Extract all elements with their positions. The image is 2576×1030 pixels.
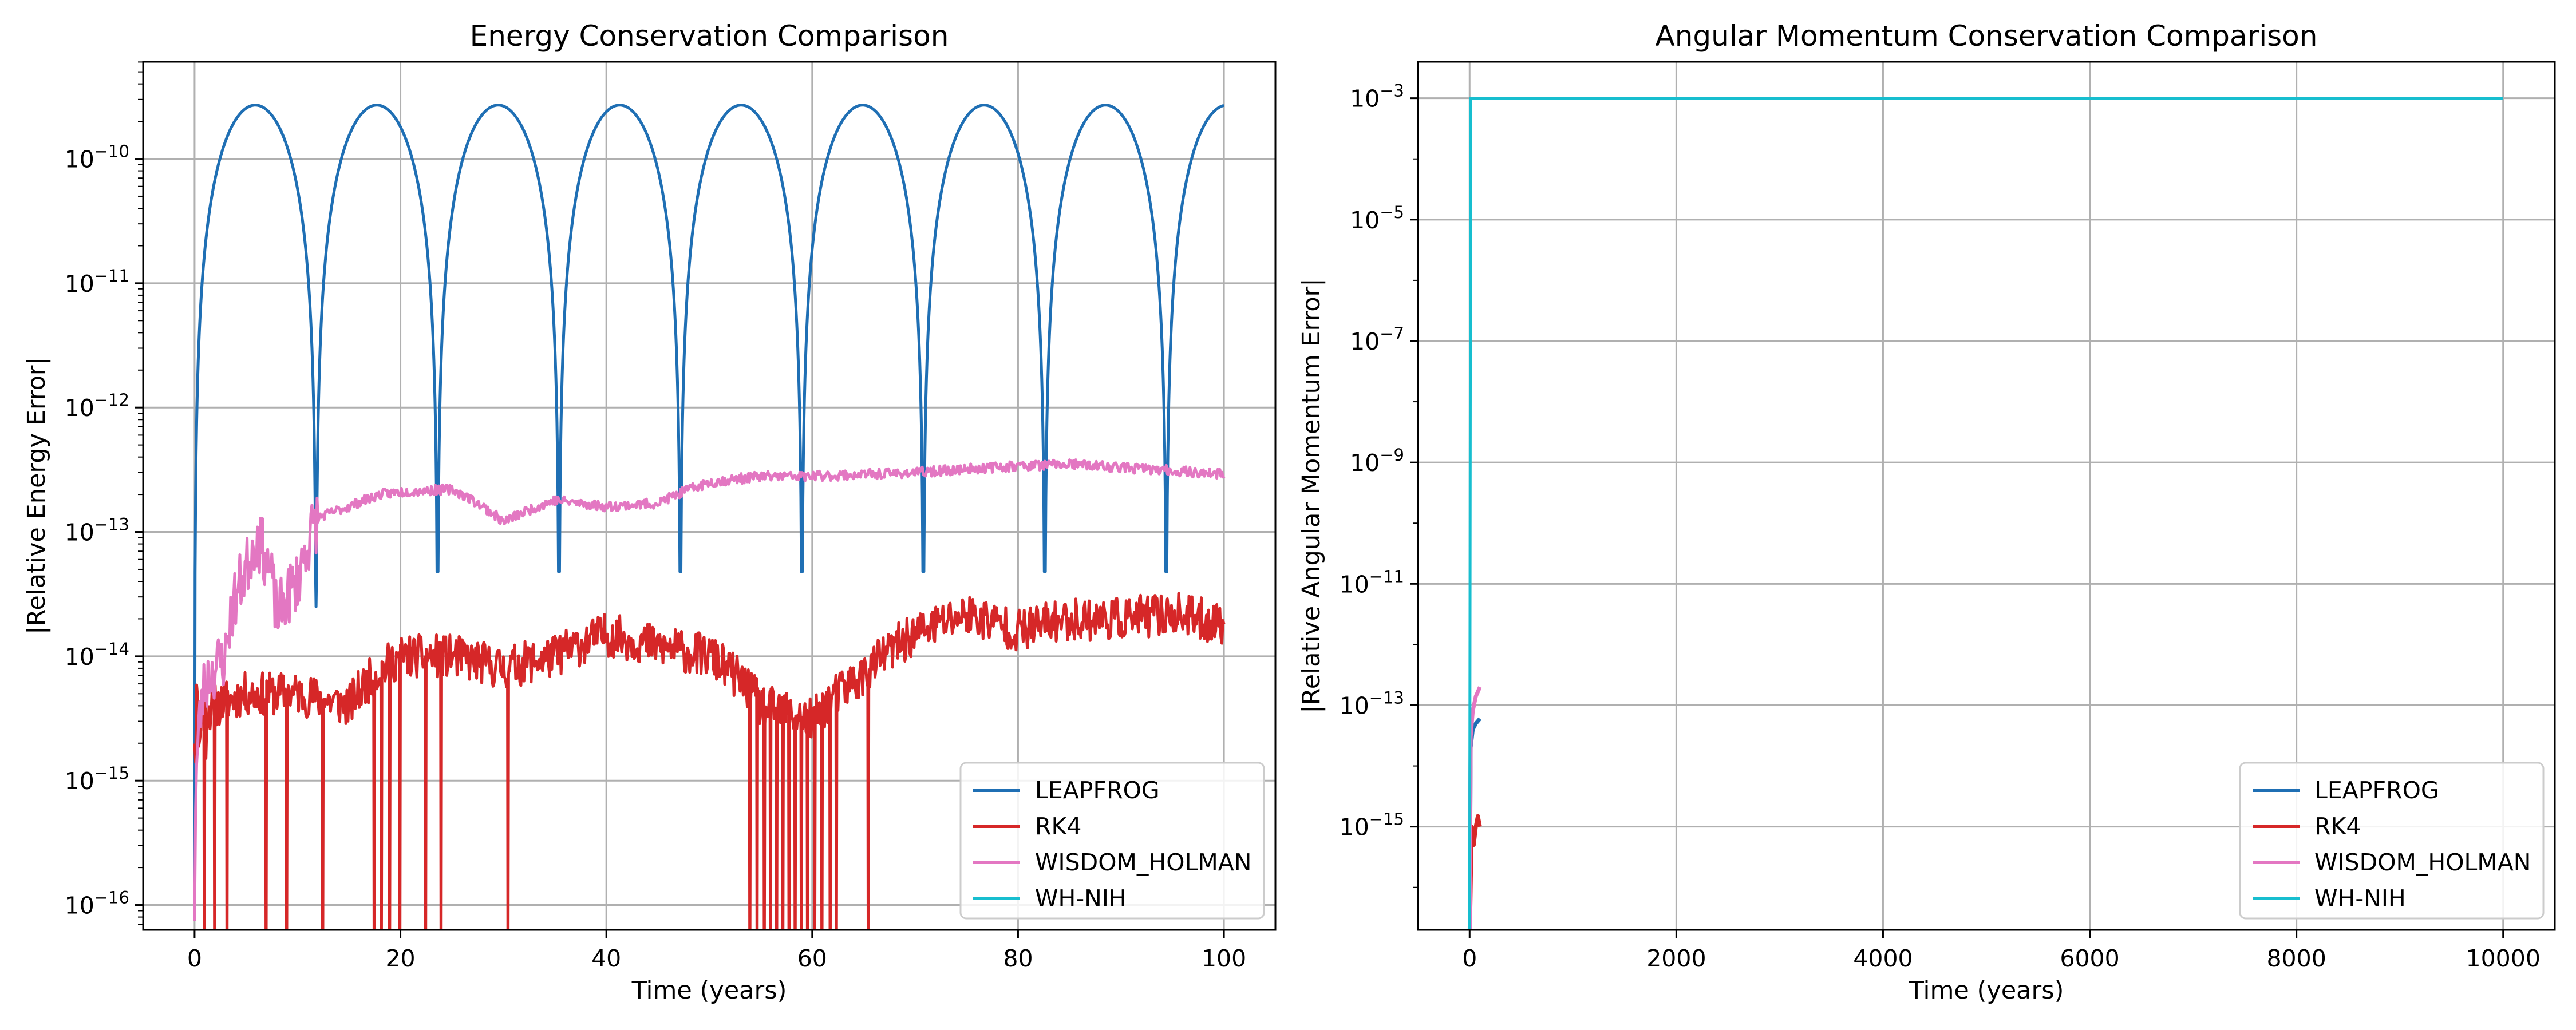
y-tick-label: 10−11 — [1340, 566, 1404, 598]
axes-frame — [142, 61, 1277, 931]
legend-label: WH-NIH — [2314, 885, 2406, 912]
legend-label: RK4 — [2314, 813, 2361, 840]
series-line-rk4 — [193, 592, 1226, 930]
x-axis-label: Time (years) — [631, 976, 787, 1005]
angular-momentum-conservation-chart: 0 2000 4000 6000 8000 1000010−1510−1310−1110−… — [1297, 19, 2556, 1005]
y-axis-ticks: 10−16 10−15 10−14 10−13 10−12 10−11 10−10 — [65, 142, 143, 920]
x-tick-label: 60 — [797, 945, 827, 972]
x-axis-label: Time (years) — [1909, 976, 2064, 1005]
x-tick-label: 0 — [1462, 945, 1477, 972]
x-tick-label: 100 — [1202, 945, 1246, 972]
x-axis-ticks: 0 2000 4000 6000 8000 10000 — [1462, 930, 2541, 972]
x-tick-label: 4000 — [1853, 945, 1913, 972]
y-axis-label: |Relative Angular Momentum Error| — [1297, 278, 1326, 713]
y-tick-label: 10−14 — [65, 639, 129, 671]
y-tick-label: 10−7 — [1350, 324, 1404, 355]
x-tick-label: 0 — [187, 945, 202, 972]
series-line-wisdom_holman — [193, 458, 1226, 921]
legend-label: WH-NIH — [1035, 885, 1127, 912]
legend-label: RK4 — [1035, 813, 1081, 840]
x-tick-label: 80 — [1003, 945, 1033, 972]
series-lines — [193, 104, 1226, 930]
series-lines — [1467, 97, 2503, 930]
y-tick-label: 10−5 — [1350, 203, 1404, 234]
legend-label: WISDOM_HOLMAN — [1035, 849, 1251, 876]
legend: LEAPFROG RK4 WISDOM_HOLMAN WH-NIH — [959, 762, 1265, 920]
legend-label: WISDOM_HOLMAN — [2314, 849, 2531, 876]
x-tick-label: 20 — [385, 945, 415, 972]
series-line-leapfrog — [193, 104, 1225, 905]
legend-box — [2239, 762, 2545, 920]
y-tick-label: 10−13 — [1340, 688, 1404, 719]
legend-box — [959, 762, 1265, 920]
y-tick-label: 10−15 — [1340, 810, 1404, 841]
grid-lines — [143, 62, 1275, 930]
y-tick-label: 10−15 — [65, 763, 129, 795]
chart-title: Angular Momentum Conservation Comparison — [1656, 19, 2318, 53]
legend-label: LEAPFROG — [2314, 777, 2439, 804]
y-tick-label: 10−13 — [65, 515, 129, 546]
x-tick-label: 40 — [591, 945, 621, 972]
y-tick-label: 10−11 — [65, 266, 129, 298]
energy-conservation-chart: 0 20 40 60 80 10010−1610−1510−1410−1310−1210−… — [22, 19, 1277, 1005]
y-tick-label: 10−3 — [1350, 81, 1404, 113]
y-tick-label: 10−10 — [65, 142, 129, 173]
legend: LEAPFROG RK4 WISDOM_HOLMAN WH-NIH — [2239, 762, 2545, 920]
y-axis-ticks: 10−15 10−13 10−11 10−9 10−7 10−5 10−3 — [1340, 81, 1418, 841]
x-tick-label: 10000 — [2466, 945, 2541, 972]
x-tick-label: 2000 — [1646, 945, 1706, 972]
chart-title: Energy Conservation Comparison — [470, 19, 949, 53]
x-axis-ticks: 0 20 40 60 80 100 — [187, 930, 1246, 972]
x-tick-label: 8000 — [2266, 945, 2326, 972]
axes-frame — [1417, 61, 2556, 931]
series-line-wh-nih — [1468, 97, 2503, 930]
y-tick-label: 10−12 — [65, 390, 129, 422]
y-tick-label: 10−9 — [1350, 445, 1404, 477]
legend-label: LEAPFROG — [1035, 777, 1160, 804]
y-tick-label: 10−16 — [65, 888, 129, 920]
x-tick-label: 6000 — [2060, 945, 2119, 972]
y-axis-label: |Relative Energy Error| — [22, 357, 51, 635]
